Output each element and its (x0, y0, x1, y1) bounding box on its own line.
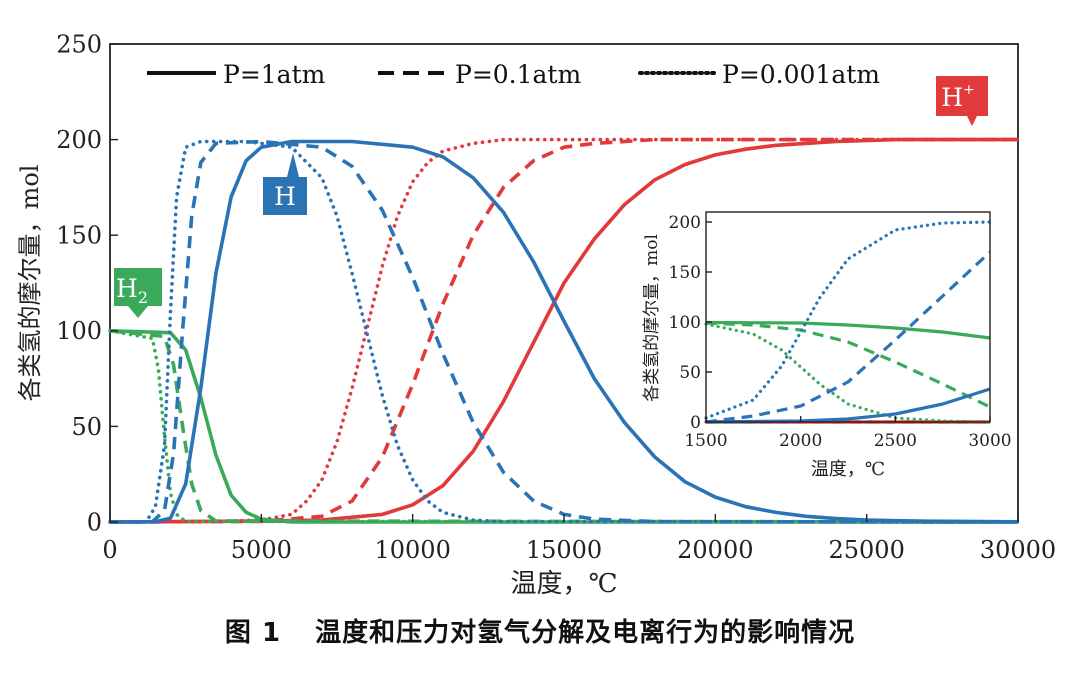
legend-label-p1atm: P=1atm (223, 60, 326, 89)
inset-background (706, 212, 990, 422)
inset-x-tick-label: 2500 (874, 431, 917, 451)
inset-y-tick-label: 150 (669, 263, 701, 283)
line-chart: 0 5000 10000 15000 20000 25000 300000501001502… (16, 30, 1056, 599)
series-h-solid (109, 139, 1019, 524)
y-tick-label: 250 (56, 30, 102, 58)
inset-series-h2-dashed (705, 321, 991, 409)
series-hplus-dashed (109, 137, 1018, 524)
x-tick-label: 30000 (980, 536, 1056, 564)
inset-series-h2-dotted (704, 322, 992, 424)
x-tick-label: 5000 (231, 536, 292, 564)
y-tick-label: 0 (87, 508, 102, 536)
x-tick-label: 25000 (828, 536, 904, 564)
y-tick-label: 50 (71, 413, 102, 441)
legend-label-p0001atm: P=0.001atm (722, 60, 880, 89)
series-h-dashed (109, 139, 1019, 524)
inset-y-tick-label: 50 (679, 363, 701, 383)
main-series-group (108, 137, 1020, 524)
series-h2-dotted (108, 328, 1020, 524)
label-hplus: H+ (936, 76, 988, 126)
main-axis-ticks: 0 5000 10000 15000 20000 25000 300000501001502… (56, 30, 1056, 564)
label-h2-text: H2 (116, 274, 148, 307)
y-tick-label: 200 (56, 126, 102, 154)
figure-caption-text: 温度和压力对氢气分解及电离行为的影响情况 (315, 618, 856, 648)
inset-axis-ticks: 1500 2000 2500 3000 0 50 100 150 200 (669, 213, 1012, 451)
figure-caption: 图 1 温度和压力对氢气分解及电离行为的影响情况 (0, 612, 1080, 649)
y-tick-label: 100 (56, 317, 102, 345)
label-h: H (263, 153, 307, 215)
x-tick-label: 10000 (374, 536, 450, 564)
inset-x-tick-label: 3000 (968, 431, 1011, 451)
label-h2-box (114, 268, 162, 318)
inset-series-h-dashed (705, 250, 992, 424)
series-h2-dashed (109, 329, 1019, 524)
x-tick-label: 15000 (526, 536, 602, 564)
figure-number: 图 1 (224, 618, 282, 648)
legend: P=1atm P=0.1atm P=0.001atm (147, 60, 880, 89)
inset-y-tick-label: 0 (690, 413, 701, 433)
inset-series-h-solid (705, 387, 991, 424)
inset-y-tick-label: 200 (669, 213, 701, 233)
series-hplus-dotted (108, 137, 1020, 524)
inset-chart: 1500 2000 2500 3000 0 50 100 150 200 温度，℃ 各类氢的摩尔… (642, 211, 1012, 480)
label-h2: H2 (114, 268, 162, 318)
inset-y-tick-label: 100 (669, 313, 701, 333)
x-axis-label: 温度，℃ (510, 569, 617, 599)
inset-y-axis-label: 各类氢的摩尔量，mol (642, 234, 662, 402)
legend-label-p01atm: P=0.1atm (455, 60, 581, 89)
label-h-box (263, 153, 307, 215)
y-axis-label: 各类氢的摩尔量，mol (16, 165, 44, 402)
label-hplus-text: H+ (941, 82, 975, 112)
x-tick-label: 20000 (677, 536, 753, 564)
inset-series-h-dotted (704, 220, 992, 420)
label-h-text: H (274, 182, 296, 211)
x-tick-label: 0 (102, 536, 117, 564)
inset-x-axis-label: 温度，℃ (811, 459, 885, 480)
label-hplus-box (936, 76, 988, 126)
inset-x-tick-label: 1500 (684, 431, 727, 451)
series-hplus-solid (109, 137, 1018, 524)
series-h-dotted (108, 139, 1020, 524)
inset-plot-area (705, 211, 991, 423)
y-tick-label: 150 (56, 222, 102, 250)
inset-x-tick-label: 2000 (779, 431, 822, 451)
inset-series-h2-solid (705, 320, 991, 340)
